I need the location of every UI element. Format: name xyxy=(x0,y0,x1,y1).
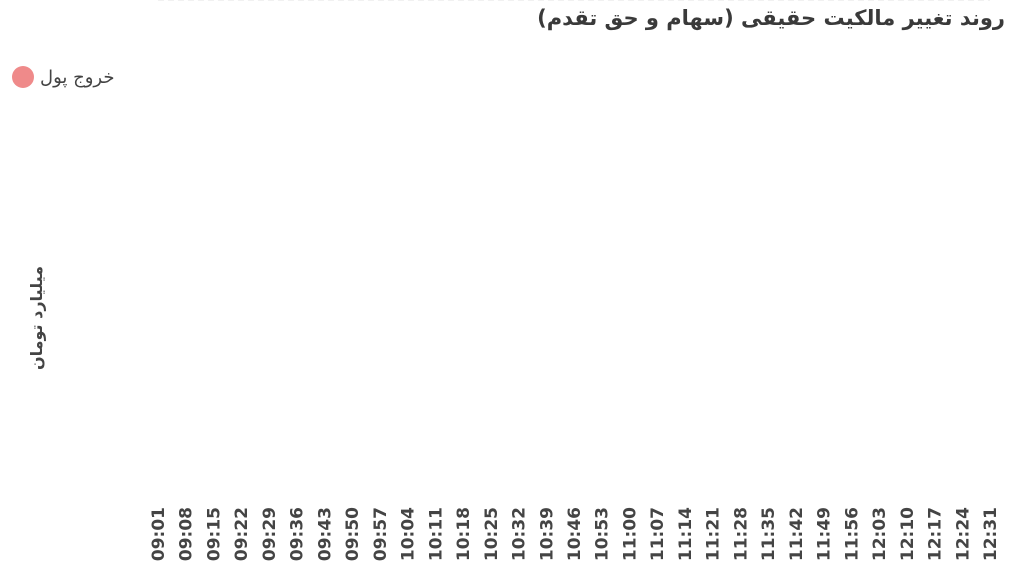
x-tick-label: 10:46 xyxy=(565,507,585,561)
y-tick-label: -210 xyxy=(83,0,126,5)
x-tick-label: 09:08 xyxy=(177,507,197,561)
x-tick-label: 12:17 xyxy=(926,507,946,561)
x-tick-label: 09:22 xyxy=(232,507,252,561)
chart-title: روند تغییر مالکیت حقیقی (سهام و حق تقدم) xyxy=(537,6,1005,30)
x-tick-label: 10:04 xyxy=(399,507,419,561)
x-tick-label: 10:18 xyxy=(454,507,474,561)
x-tick-label: 10:39 xyxy=(537,507,557,561)
x-tick-label: 09:43 xyxy=(315,507,335,561)
legend-item[interactable]: خروج پول xyxy=(12,66,114,88)
x-axis-ticks: 09:01 09:08 09:15 09:22 09:29 09:36 09:43 09:50… xyxy=(149,507,1001,561)
x-tick-label: 09:15 xyxy=(204,507,224,561)
y-axis-label: میلیارد تومان xyxy=(27,266,46,370)
x-tick-label: 09:36 xyxy=(288,507,308,561)
x-tick-label: 09:50 xyxy=(343,507,363,561)
x-tick-label: 10:53 xyxy=(593,507,613,561)
x-tick-label: 09:57 xyxy=(371,507,391,561)
x-tick-label: 10:32 xyxy=(510,507,530,561)
x-tick-label: 10:25 xyxy=(482,507,502,561)
x-tick-label: 12:03 xyxy=(870,507,890,561)
legend-marker xyxy=(12,66,34,88)
y-tick-label: -60 xyxy=(95,0,126,5)
y-axis-ticks: 0-30-60-90-120-150-180-210-240-270-300-3… xyxy=(83,0,126,5)
y-tick-label: -180 xyxy=(83,0,126,5)
x-tick-label: 11:35 xyxy=(759,507,779,561)
x-tick-label: 09:29 xyxy=(260,507,280,561)
x-tick-label: 11:07 xyxy=(648,507,668,561)
x-tick-label: 10:11 xyxy=(426,507,446,561)
y-tick-label: -30 xyxy=(95,0,126,5)
y-tick-label: -150 xyxy=(83,0,126,5)
x-tick-label: 11:49 xyxy=(815,507,835,561)
y-tick-label: -90 xyxy=(95,0,126,5)
y-tick-label: -120 xyxy=(83,0,126,5)
x-tick-label: 11:42 xyxy=(787,507,807,561)
x-tick-label: 11:14 xyxy=(676,507,696,561)
y-tick-label: -330 xyxy=(83,0,126,5)
x-tick-label: 12:31 xyxy=(981,507,1001,561)
legend-label: خروج پول xyxy=(40,66,115,88)
y-tick-label: 0 xyxy=(114,0,126,5)
x-tick-label: 11:00 xyxy=(620,507,640,561)
x-tick-label: 09:01 xyxy=(149,507,169,561)
y-tick-label: -240 xyxy=(83,0,126,5)
y-tick-label: -270 xyxy=(83,0,126,5)
x-tick-label: 11:21 xyxy=(704,507,724,561)
y-tick-label: -300 xyxy=(83,0,126,5)
x-tick-label: 11:28 xyxy=(731,507,751,561)
x-tick-label: 12:24 xyxy=(953,507,973,561)
x-tick-label: 12:10 xyxy=(898,507,918,561)
x-tick-label: 11:56 xyxy=(842,507,862,561)
